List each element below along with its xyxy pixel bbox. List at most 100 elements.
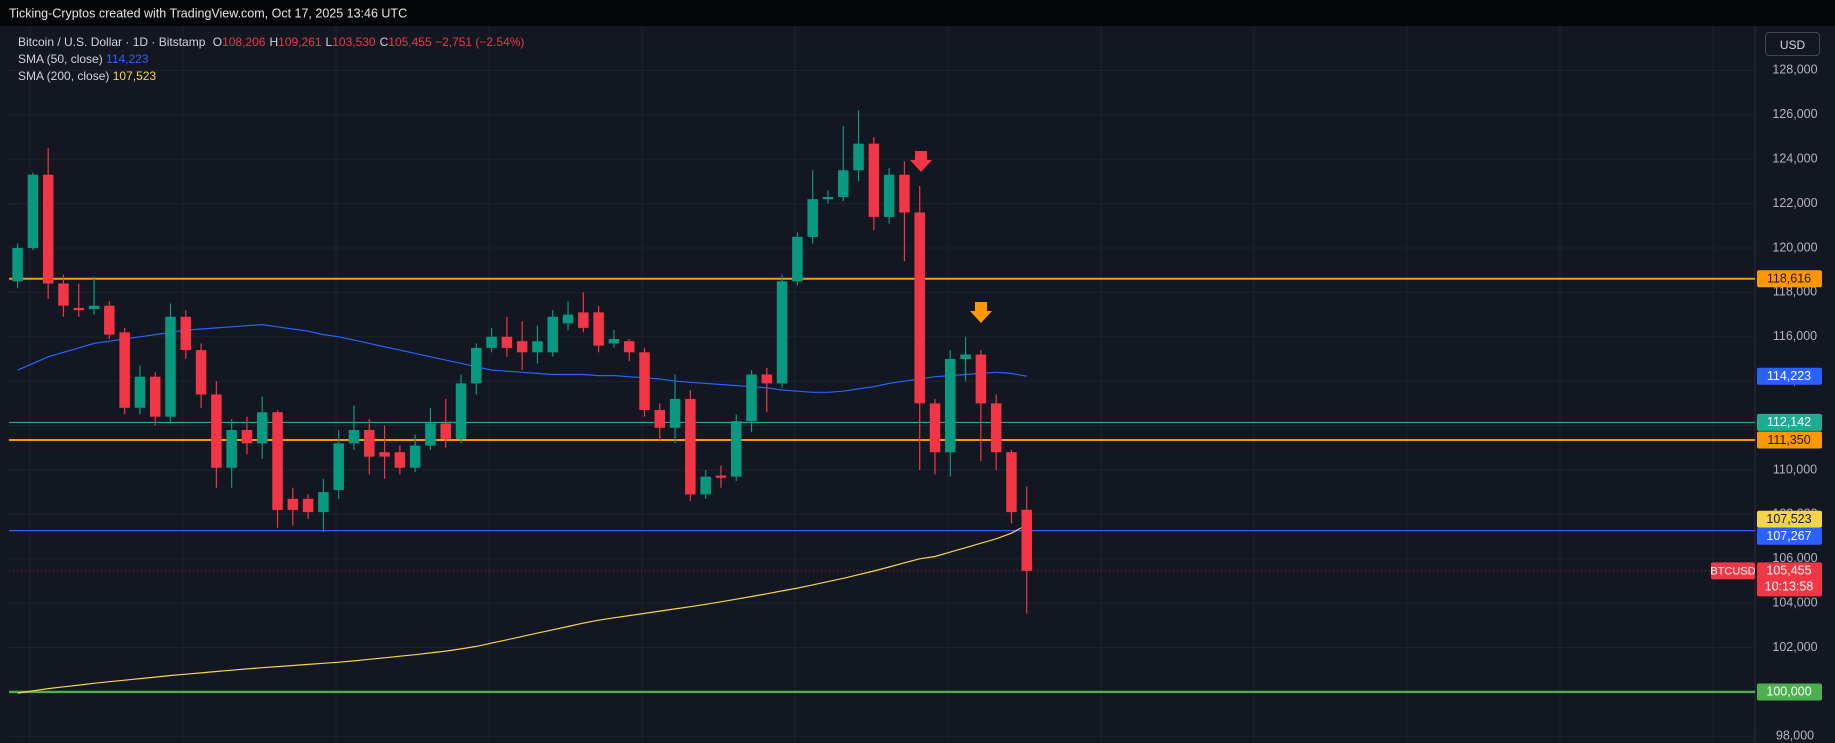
candle-body (776, 281, 788, 384)
legend-value: 107,523 (112, 69, 157, 83)
y-tick-label: 126,000 (1772, 107, 1817, 121)
candle (88, 276, 100, 315)
y-tick-label: 102,000 (1772, 640, 1817, 654)
candle (1006, 449, 1017, 524)
plot (9, 110, 1755, 694)
candle (486, 327, 497, 353)
candle-body (226, 430, 237, 468)
currency-button[interactable]: USD (1765, 32, 1820, 56)
candle-body (685, 398, 696, 495)
price-tag (1757, 367, 1822, 385)
candle (348, 405, 360, 450)
symbol: Bitcoin / U.S. Dollar · 1D · Bitstamp (18, 35, 206, 49)
candle-body (42, 174, 54, 284)
candle (119, 327, 130, 415)
price-tag-label: 107,523 (1766, 512, 1811, 526)
sell-arrow (970, 302, 992, 323)
ohlc-value: 108,206 (222, 35, 266, 49)
y-tick-label: 124,000 (1772, 151, 1817, 165)
candle (333, 430, 344, 499)
candle (226, 418, 237, 488)
candle-body (746, 374, 757, 422)
candle-body (272, 412, 283, 510)
candle (945, 350, 956, 477)
change: −2,751 (435, 35, 473, 49)
candle-body (715, 475, 727, 478)
grid (9, 26, 1755, 743)
candle (394, 445, 406, 475)
candle-body (88, 305, 100, 310)
candle (134, 365, 146, 415)
candle-body (486, 336, 497, 348)
candle-body (639, 352, 650, 411)
candle (990, 394, 1002, 470)
candle (868, 136, 880, 231)
candle-body (929, 403, 941, 453)
legend-value: 114,223 (106, 52, 149, 66)
y-tick-label: 118,000 (1773, 285, 1817, 299)
price-tag-label: 100,000 (1766, 685, 1811, 699)
candle (256, 396, 268, 459)
ohlc-key: H (269, 35, 279, 49)
candle (379, 425, 390, 479)
candle-body (134, 376, 146, 408)
candle (27, 172, 39, 251)
candle-body (914, 212, 925, 404)
candle-body (12, 247, 23, 282)
candle (425, 407, 436, 450)
candle-body (669, 398, 681, 428)
candle (822, 190, 834, 204)
candle (471, 343, 482, 395)
candle-body (578, 312, 589, 328)
candle-body (516, 341, 528, 353)
y-tick-label: 98,000 (1776, 729, 1814, 743)
candle-body (348, 430, 360, 444)
price-tag-label: 112,142 (1767, 415, 1811, 429)
candle (578, 292, 589, 333)
candle-body (868, 143, 880, 217)
candle-body (990, 403, 1002, 453)
candle-body (761, 374, 773, 384)
candle-body (883, 174, 895, 217)
candle (715, 465, 727, 488)
candle (1021, 486, 1032, 614)
candle-body (532, 341, 543, 353)
candle (58, 274, 69, 317)
ohlc-key: C (379, 35, 389, 49)
candle (608, 330, 620, 348)
candle-body (807, 199, 818, 237)
candle (547, 310, 558, 357)
candle (623, 338, 635, 362)
y-tick-label: 104,000 (1772, 595, 1817, 609)
candle-body (73, 307, 85, 311)
candle (914, 185, 925, 470)
candle-body (394, 452, 406, 468)
ohlc-key: L (325, 35, 333, 49)
candle-body (364, 430, 375, 457)
header-text: Ticking-Cryptos created with TradingView… (9, 6, 407, 20)
candle-body (409, 445, 421, 468)
candle (302, 494, 314, 519)
candle (149, 372, 161, 426)
legend: Bitcoin / U.S. Dollar · 1D · Bitstamp O1… (18, 34, 524, 85)
price-tag (1757, 527, 1822, 545)
price-tag-label: 118,616 (1767, 272, 1811, 286)
candle-body (195, 350, 207, 395)
current-price-label: 105,455 (1766, 564, 1811, 578)
candle (516, 321, 528, 371)
candle (899, 161, 910, 262)
candle (776, 274, 788, 388)
candle (364, 418, 375, 475)
countdown-label: 10:13:58 (1765, 580, 1814, 594)
candle (669, 374, 681, 444)
y-tick-label: 116,000 (1773, 329, 1817, 343)
candle (562, 301, 574, 331)
y-tick-label: 106,000 (1772, 551, 1817, 565)
legend-entry: SMA (200, close) (18, 69, 110, 83)
y-tick-label: 128,000 (1772, 63, 1817, 77)
candle (929, 398, 941, 475)
candle-body (853, 143, 864, 171)
candle-body (654, 410, 666, 428)
